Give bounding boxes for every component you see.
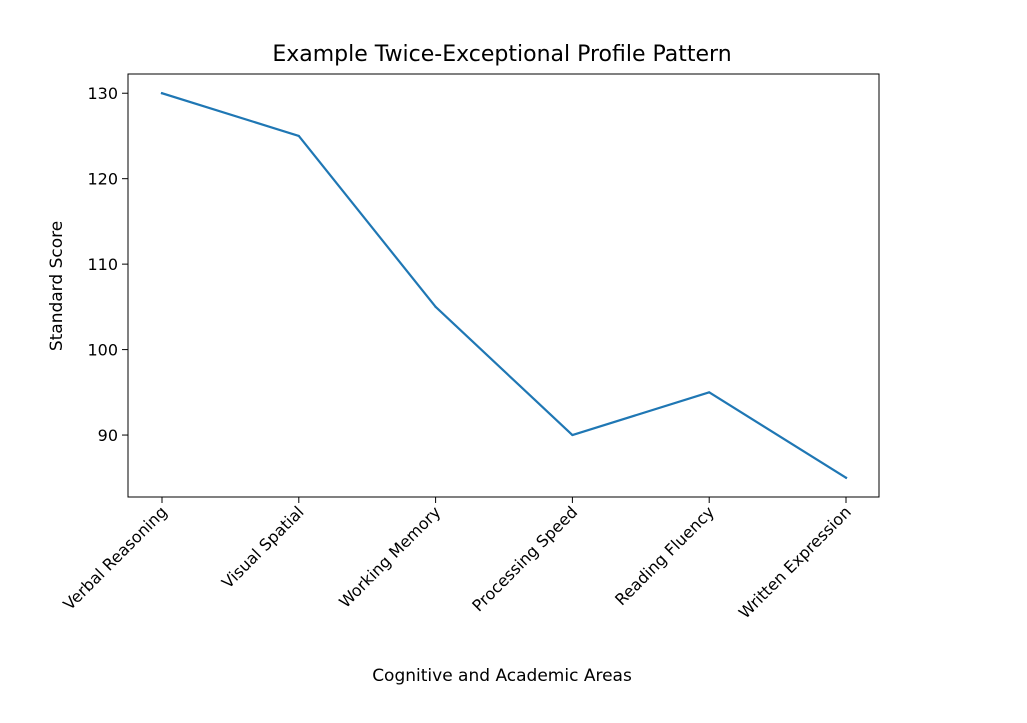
y-tick-label-0: 90 (98, 426, 118, 445)
axes-frame (127, 73, 880, 498)
y-tick-label-2: 110 (87, 255, 118, 274)
data-point-5 (844, 476, 848, 479)
data-point-1 (297, 134, 300, 138)
y-tick-label-3: 120 (87, 170, 118, 189)
data-point-0 (160, 92, 164, 95)
x-axis-label: Cognitive and Academic Areas (372, 666, 632, 686)
data-point-3 (571, 433, 574, 437)
series-line (160, 91, 848, 480)
data-point-2 (434, 305, 437, 308)
y-axis-label: Standard Score (47, 221, 67, 351)
data-point-4 (708, 391, 711, 394)
chart-title: Example Twice-Exceptional Profile Patter… (272, 42, 731, 67)
y-tick-label-1: 100 (87, 341, 118, 360)
y-tick-label-4: 130 (87, 84, 118, 103)
